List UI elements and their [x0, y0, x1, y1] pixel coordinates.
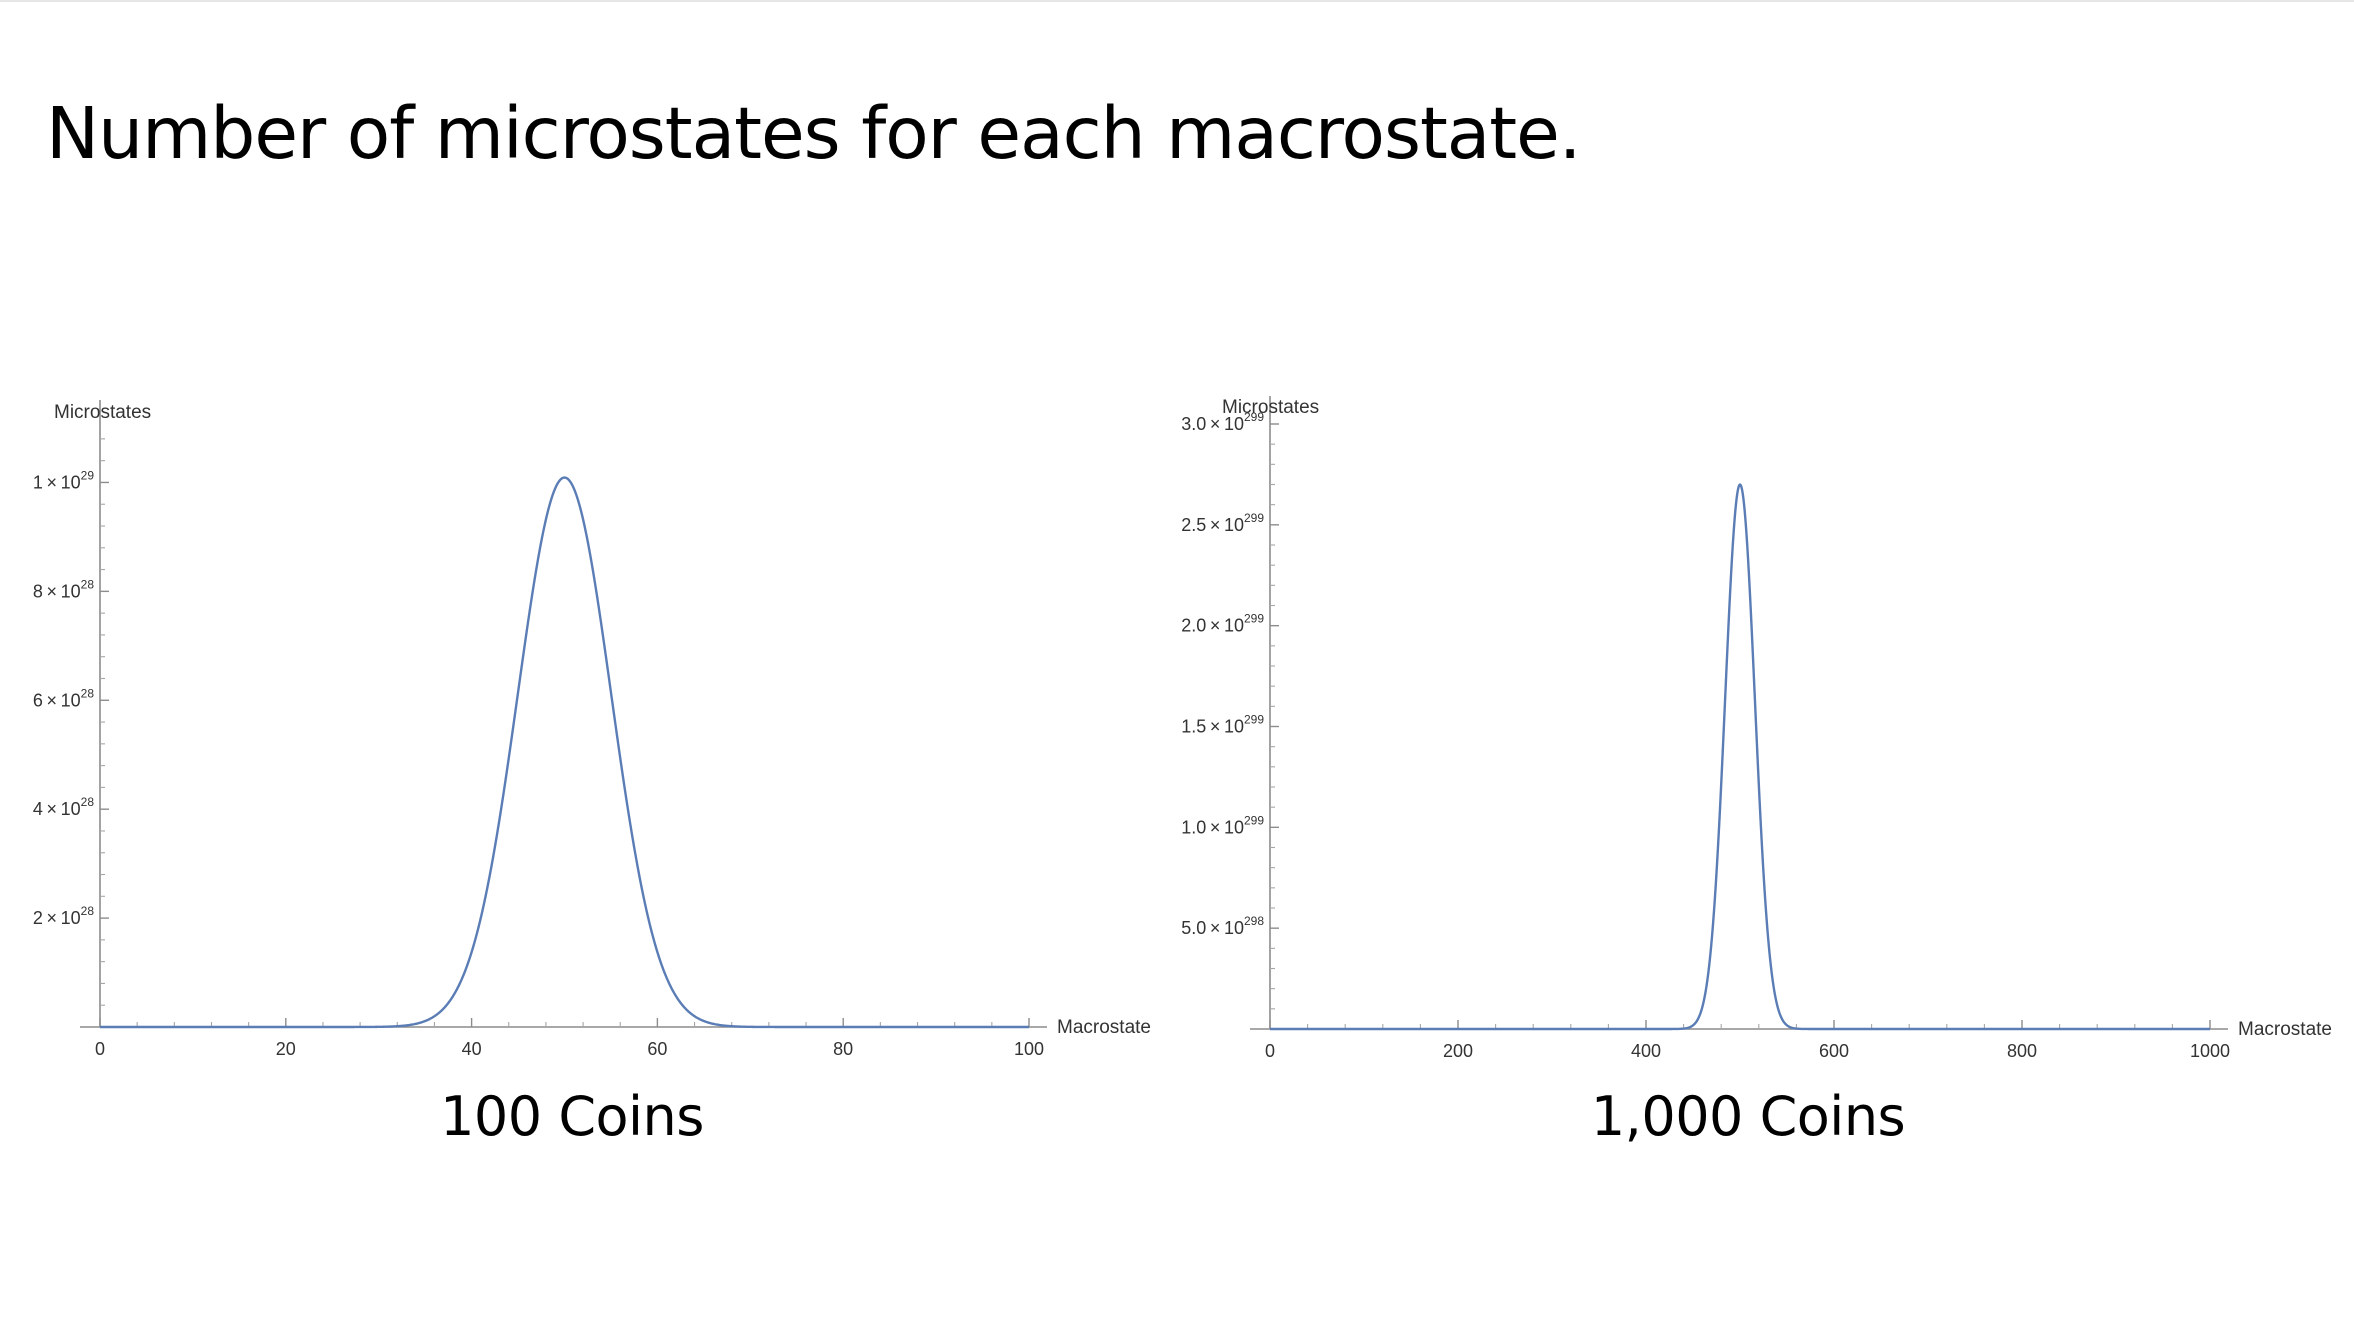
x-tick-label: 400 — [1631, 1041, 1661, 1061]
x-tick-label: 80 — [833, 1039, 853, 1059]
x-tick-label: 800 — [2007, 1041, 2037, 1061]
x-tick-label: 100 — [1014, 1039, 1044, 1059]
x-axis-label: Macrostate — [1057, 1017, 1151, 1038]
y-tick-label: 8 × 1028 — [33, 577, 94, 601]
y-tick-label: 5.0 × 10298 — [1181, 914, 1264, 938]
y-tick-label: 4 × 1028 — [33, 795, 94, 819]
caption-100-coins: 100 Coins — [440, 1085, 704, 1148]
x-tick-label: 1000 — [2190, 1041, 2230, 1061]
x-axis-label: Macrostate — [2238, 1019, 2332, 1040]
x-tick-label: 20 — [276, 1039, 296, 1059]
y-axis-label: Microstates — [54, 402, 151, 423]
y-tick-label: 2.0 × 10299 — [1181, 612, 1264, 636]
series-line — [1269, 483, 2211, 1031]
x-tick-label: 60 — [647, 1039, 667, 1059]
slide-top-rule — [0, 0, 2354, 2]
series-line — [99, 476, 1030, 1029]
y-tick-label: 1.5 × 10299 — [1181, 713, 1264, 737]
y-tick-label: 6 × 1028 — [33, 686, 94, 710]
y-tick-label: 2 × 1028 — [33, 904, 94, 928]
x-tick-label: 0 — [95, 1039, 105, 1059]
y-tick-label: 3.0 × 10299 — [1181, 410, 1264, 434]
chart-100-coins: 0 20 40 60 80 100 2 × 1028 4 × 1028 6 × 1028 8 × … — [33, 400, 1151, 1059]
y-tick-label: 1.0 × 10299 — [1181, 813, 1264, 837]
x-tick-label: 200 — [1443, 1041, 1473, 1061]
x-tick-label: 40 — [462, 1039, 482, 1059]
chart-1000-coins: 0 200 400 600 800 1000 5.0 × 10298 1.0 × 10299 1… — [1181, 396, 2332, 1061]
y-tick-label: 1 × 1029 — [33, 468, 94, 492]
y-tick-label: 2.5 × 10299 — [1181, 511, 1264, 535]
x-tick-label: 600 — [1819, 1041, 1849, 1061]
y-axis-label: Microstates — [1222, 397, 1319, 418]
caption-1000-coins: 1,000 Coins — [1590, 1085, 1906, 1148]
slide-title: Number of microstates for each macrostat… — [46, 92, 1581, 175]
x-tick-label: 0 — [1265, 1041, 1275, 1061]
